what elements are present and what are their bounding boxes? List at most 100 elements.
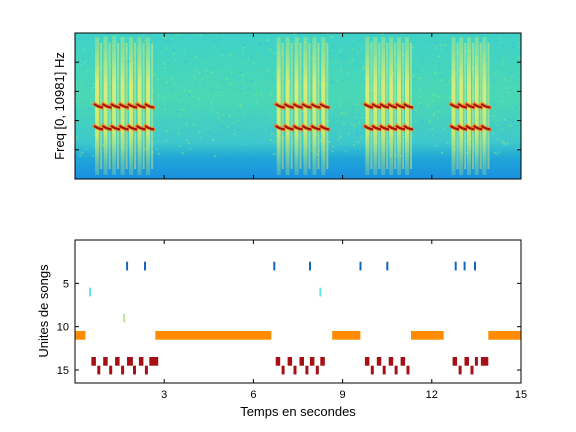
spectrogram-speckle: [183, 138, 186, 140]
spectrogram-speckle: [405, 35, 408, 38]
unit-segment: [406, 365, 410, 375]
spectrogram-speckle: [457, 121, 460, 123]
unit-segment: [109, 365, 113, 375]
spectrogram-speckle: [343, 122, 346, 125]
unit-segment: [75, 331, 86, 340]
spectrogram-speckle: [76, 67, 79, 69]
spectrogram-speckle: [84, 61, 87, 63]
spectrogram-speckle: [504, 45, 507, 47]
spectrogram-speckle: [386, 137, 389, 139]
spectrogram-speckle: [212, 46, 215, 49]
spectrogram-speckle: [92, 144, 95, 147]
spectrogram-speckle: [165, 140, 168, 142]
spectrogram-speckle: [494, 151, 497, 154]
spectrogram-speckle: [439, 63, 442, 65]
units-xtick-label: 9: [340, 389, 346, 401]
spectrogram-speckle: [115, 35, 117, 37]
spectrogram-speckle: [358, 121, 361, 123]
units-panel: 3 6 9 12 15 5 10 15 Temps en secondes Unites de…: [36, 239, 527, 419]
spectrogram-speckle: [165, 37, 167, 39]
spectrogram-speckle: [339, 50, 342, 52]
spectrogram-speckle: [243, 146, 246, 148]
spectrogram-speckle: [371, 41, 374, 43]
spectrogram-speckle: [471, 94, 474, 97]
unit-segment: [452, 357, 458, 366]
spectrogram-speckle: [455, 56, 458, 58]
spectrogram-speckle: [331, 36, 334, 38]
spectrogram-harmonic: [127, 125, 138, 131]
spectrogram-speckle: [228, 115, 231, 117]
unit-segment: [319, 287, 322, 297]
spectrogram-harmonic: [292, 103, 303, 109]
spectrogram-speckle: [201, 78, 204, 80]
spectrogram-speckle: [346, 72, 349, 74]
unit-segment: [287, 357, 293, 366]
spectrogram-speckle: [265, 43, 268, 45]
spectrogram-speckle: [332, 116, 335, 119]
spectrogram-speckle: [164, 113, 166, 115]
spectrogram-speckle: [126, 109, 129, 111]
spectrogram-speckle: [518, 37, 521, 40]
spectrogram-speckle: [249, 119, 252, 121]
spectrogram-speckle: [440, 44, 443, 47]
spectrogram-speckle: [444, 110, 447, 113]
spectrogram-speckle: [288, 37, 291, 39]
spectrogram-speckle: [222, 81, 225, 84]
spectrogram-speckle: [355, 151, 358, 153]
spectrogram-speckle: [478, 90, 481, 92]
spectrogram-speckle: [211, 109, 214, 111]
spectrogram-speckle: [342, 104, 345, 106]
spectrogram-speckle: [500, 140, 503, 142]
spectrogram-speckle: [234, 140, 237, 142]
unit-segment: [370, 365, 374, 375]
spectrogram-speckle: [499, 71, 502, 73]
spectrogram-speckle: [226, 126, 229, 128]
spectrogram-speckle: [299, 100, 302, 102]
spectrogram-speckle: [511, 47, 514, 49]
spectrogram-speckle: [351, 58, 354, 61]
spectrogram-speckle: [258, 155, 261, 157]
spectrogram-speckle: [75, 136, 78, 139]
spectrogram-speckle: [227, 142, 230, 144]
spectrogram-speckle: [198, 98, 201, 100]
spectrogram-harmonic: [465, 103, 476, 109]
spectrogram-speckle: [204, 42, 207, 45]
spectrogram-speckle: [152, 84, 155, 86]
spectrogram-speckle: [325, 90, 328, 92]
spectrogram-speckle: [79, 154, 82, 157]
spectrogram-speckle: [210, 88, 213, 90]
spectrogram-speckle: [363, 66, 365, 68]
spectrogram-speckle: [377, 86, 380, 88]
spectrogram-speckle: [350, 98, 353, 100]
spectrogram-speckle: [174, 101, 177, 104]
unit-segment: [293, 365, 297, 375]
spectrogram-panel: Freq [0, 10981] Hz: [52, 32, 522, 180]
spectrogram-speckle: [290, 39, 293, 41]
spectrogram-speckle: [394, 89, 397, 92]
spectrogram-speckle: [241, 79, 244, 81]
spectrogram-speckle: [80, 82, 83, 84]
unit-segment: [388, 357, 394, 366]
spectrogram-speckle: [251, 80, 254, 82]
spectrogram-speckle: [319, 84, 322, 86]
spectrogram-harmonic: [301, 125, 312, 131]
spectrogram-speckle: [358, 152, 361, 154]
spectrogram-speckle: [151, 62, 154, 65]
spectrogram-speckle: [393, 94, 396, 97]
spectrogram-speckle: [246, 88, 249, 90]
spectrogram-speckle: [509, 90, 512, 92]
spectrogram-speckle: [298, 135, 301, 137]
spectrogram-speckle: [403, 133, 406, 135]
spectrogram-speckle: [268, 82, 271, 84]
spectrogram-speckle: [256, 101, 259, 103]
spectrogram-harmonic: [319, 103, 330, 109]
spectrogram-speckle: [210, 102, 213, 104]
spectrogram-speckle: [340, 34, 343, 36]
spectrogram-speckle: [480, 63, 483, 65]
spectrogram-speckle: [324, 50, 327, 53]
spectrogram-speckle: [437, 117, 440, 120]
spectrogram-speckle: [512, 79, 514, 81]
spectrogram-speckle: [212, 81, 215, 83]
spectrogram-speckle: [353, 124, 356, 126]
